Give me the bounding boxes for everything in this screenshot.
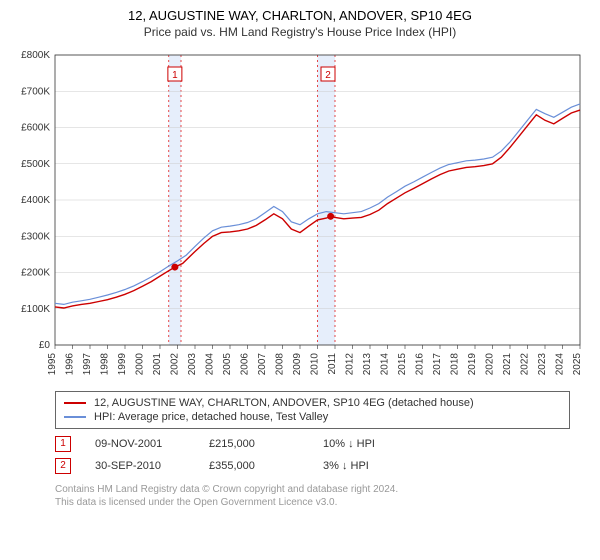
line-chart-svg: £0 £100K £200K £300K £400K £500K £600K £700K £80… — [10, 45, 590, 385]
svg-text:2013: 2013 — [362, 353, 373, 376]
svg-text:2022: 2022 — [520, 353, 531, 376]
svg-text:2006: 2006 — [240, 353, 251, 376]
svg-text:2014: 2014 — [380, 353, 391, 376]
svg-text:2020: 2020 — [485, 353, 496, 376]
marker-box-2: 2 — [55, 458, 71, 474]
svg-text:1995: 1995 — [47, 353, 58, 376]
svg-text:2: 2 — [325, 70, 331, 81]
svg-text:2003: 2003 — [187, 353, 198, 376]
svg-text:1: 1 — [172, 70, 178, 81]
chart-area: £0 £100K £200K £300K £400K £500K £600K £700K £80… — [10, 45, 590, 385]
svg-text:2015: 2015 — [397, 353, 408, 376]
legend-box: 12, AUGUSTINE WAY, CHARLTON, ANDOVER, SP… — [55, 391, 570, 429]
svg-text:1998: 1998 — [100, 353, 111, 376]
legend-swatch-1 — [64, 402, 86, 404]
svg-text:£700K: £700K — [21, 86, 50, 97]
svg-text:2001: 2001 — [152, 353, 163, 376]
svg-text:2024: 2024 — [555, 353, 566, 376]
svg-text:2023: 2023 — [537, 353, 548, 376]
svg-text:2010: 2010 — [310, 353, 321, 376]
marker-date-1: 09-NOV-2001 — [95, 438, 185, 450]
svg-text:1999: 1999 — [117, 353, 128, 376]
marker-price-1: £215,000 — [209, 438, 299, 450]
svg-text:2000: 2000 — [135, 353, 146, 376]
svg-text:1997: 1997 — [82, 353, 93, 376]
footer-attribution: Contains HM Land Registry data © Crown c… — [55, 483, 570, 509]
legend-label-1: 12, AUGUSTINE WAY, CHARLTON, ANDOVER, SP… — [94, 397, 474, 409]
legend-label-2: HPI: Average price, detached house, Test… — [94, 411, 328, 423]
svg-text:£100K: £100K — [21, 304, 50, 315]
marker-row-2: 2 30-SEP-2010 £355,000 3% ↓ HPI — [55, 455, 570, 477]
svg-text:2019: 2019 — [467, 353, 478, 376]
marker-box-1: 1 — [55, 436, 71, 452]
svg-text:2011: 2011 — [327, 353, 338, 375]
svg-text:2004: 2004 — [205, 353, 216, 376]
marker-delta-2: 3% ↓ HPI — [323, 460, 413, 472]
svg-text:£600K: £600K — [21, 123, 50, 134]
marker-date-2: 30-SEP-2010 — [95, 460, 185, 472]
svg-text:£300K: £300K — [21, 231, 50, 242]
svg-text:£500K: £500K — [21, 159, 50, 170]
marker-delta-1: 10% ↓ HPI — [323, 438, 413, 450]
svg-text:£800K: £800K — [21, 50, 50, 61]
svg-text:2009: 2009 — [292, 353, 303, 376]
marker-table: 1 09-NOV-2001 £215,000 10% ↓ HPI 2 30-SE… — [55, 433, 570, 477]
footer-line-2: This data is licensed under the Open Gov… — [55, 496, 570, 509]
svg-text:2007: 2007 — [257, 353, 268, 376]
svg-text:£200K: £200K — [21, 268, 50, 279]
svg-text:1996: 1996 — [65, 353, 76, 376]
svg-text:£0: £0 — [39, 340, 51, 351]
footer-line-1: Contains HM Land Registry data © Crown c… — [55, 483, 570, 496]
svg-text:2017: 2017 — [432, 353, 443, 376]
svg-text:2008: 2008 — [275, 353, 286, 376]
svg-text:2021: 2021 — [502, 353, 513, 376]
svg-text:2012: 2012 — [345, 353, 356, 376]
svg-text:2016: 2016 — [415, 353, 426, 376]
legend-swatch-2 — [64, 416, 86, 418]
svg-text:2025: 2025 — [572, 353, 583, 376]
svg-text:2018: 2018 — [450, 353, 461, 376]
chart-title: 12, AUGUSTINE WAY, CHARLTON, ANDOVER, SP… — [0, 0, 600, 23]
marker-row-1: 1 09-NOV-2001 £215,000 10% ↓ HPI — [55, 433, 570, 455]
chart-subtitle: Price paid vs. HM Land Registry's House … — [0, 23, 600, 45]
legend-row-1: 12, AUGUSTINE WAY, CHARLTON, ANDOVER, SP… — [64, 396, 561, 410]
svg-text:£400K: £400K — [21, 195, 50, 206]
svg-text:2005: 2005 — [222, 353, 233, 376]
svg-text:2002: 2002 — [170, 353, 181, 376]
legend-row-2: HPI: Average price, detached house, Test… — [64, 410, 561, 424]
marker-price-2: £355,000 — [209, 460, 299, 472]
